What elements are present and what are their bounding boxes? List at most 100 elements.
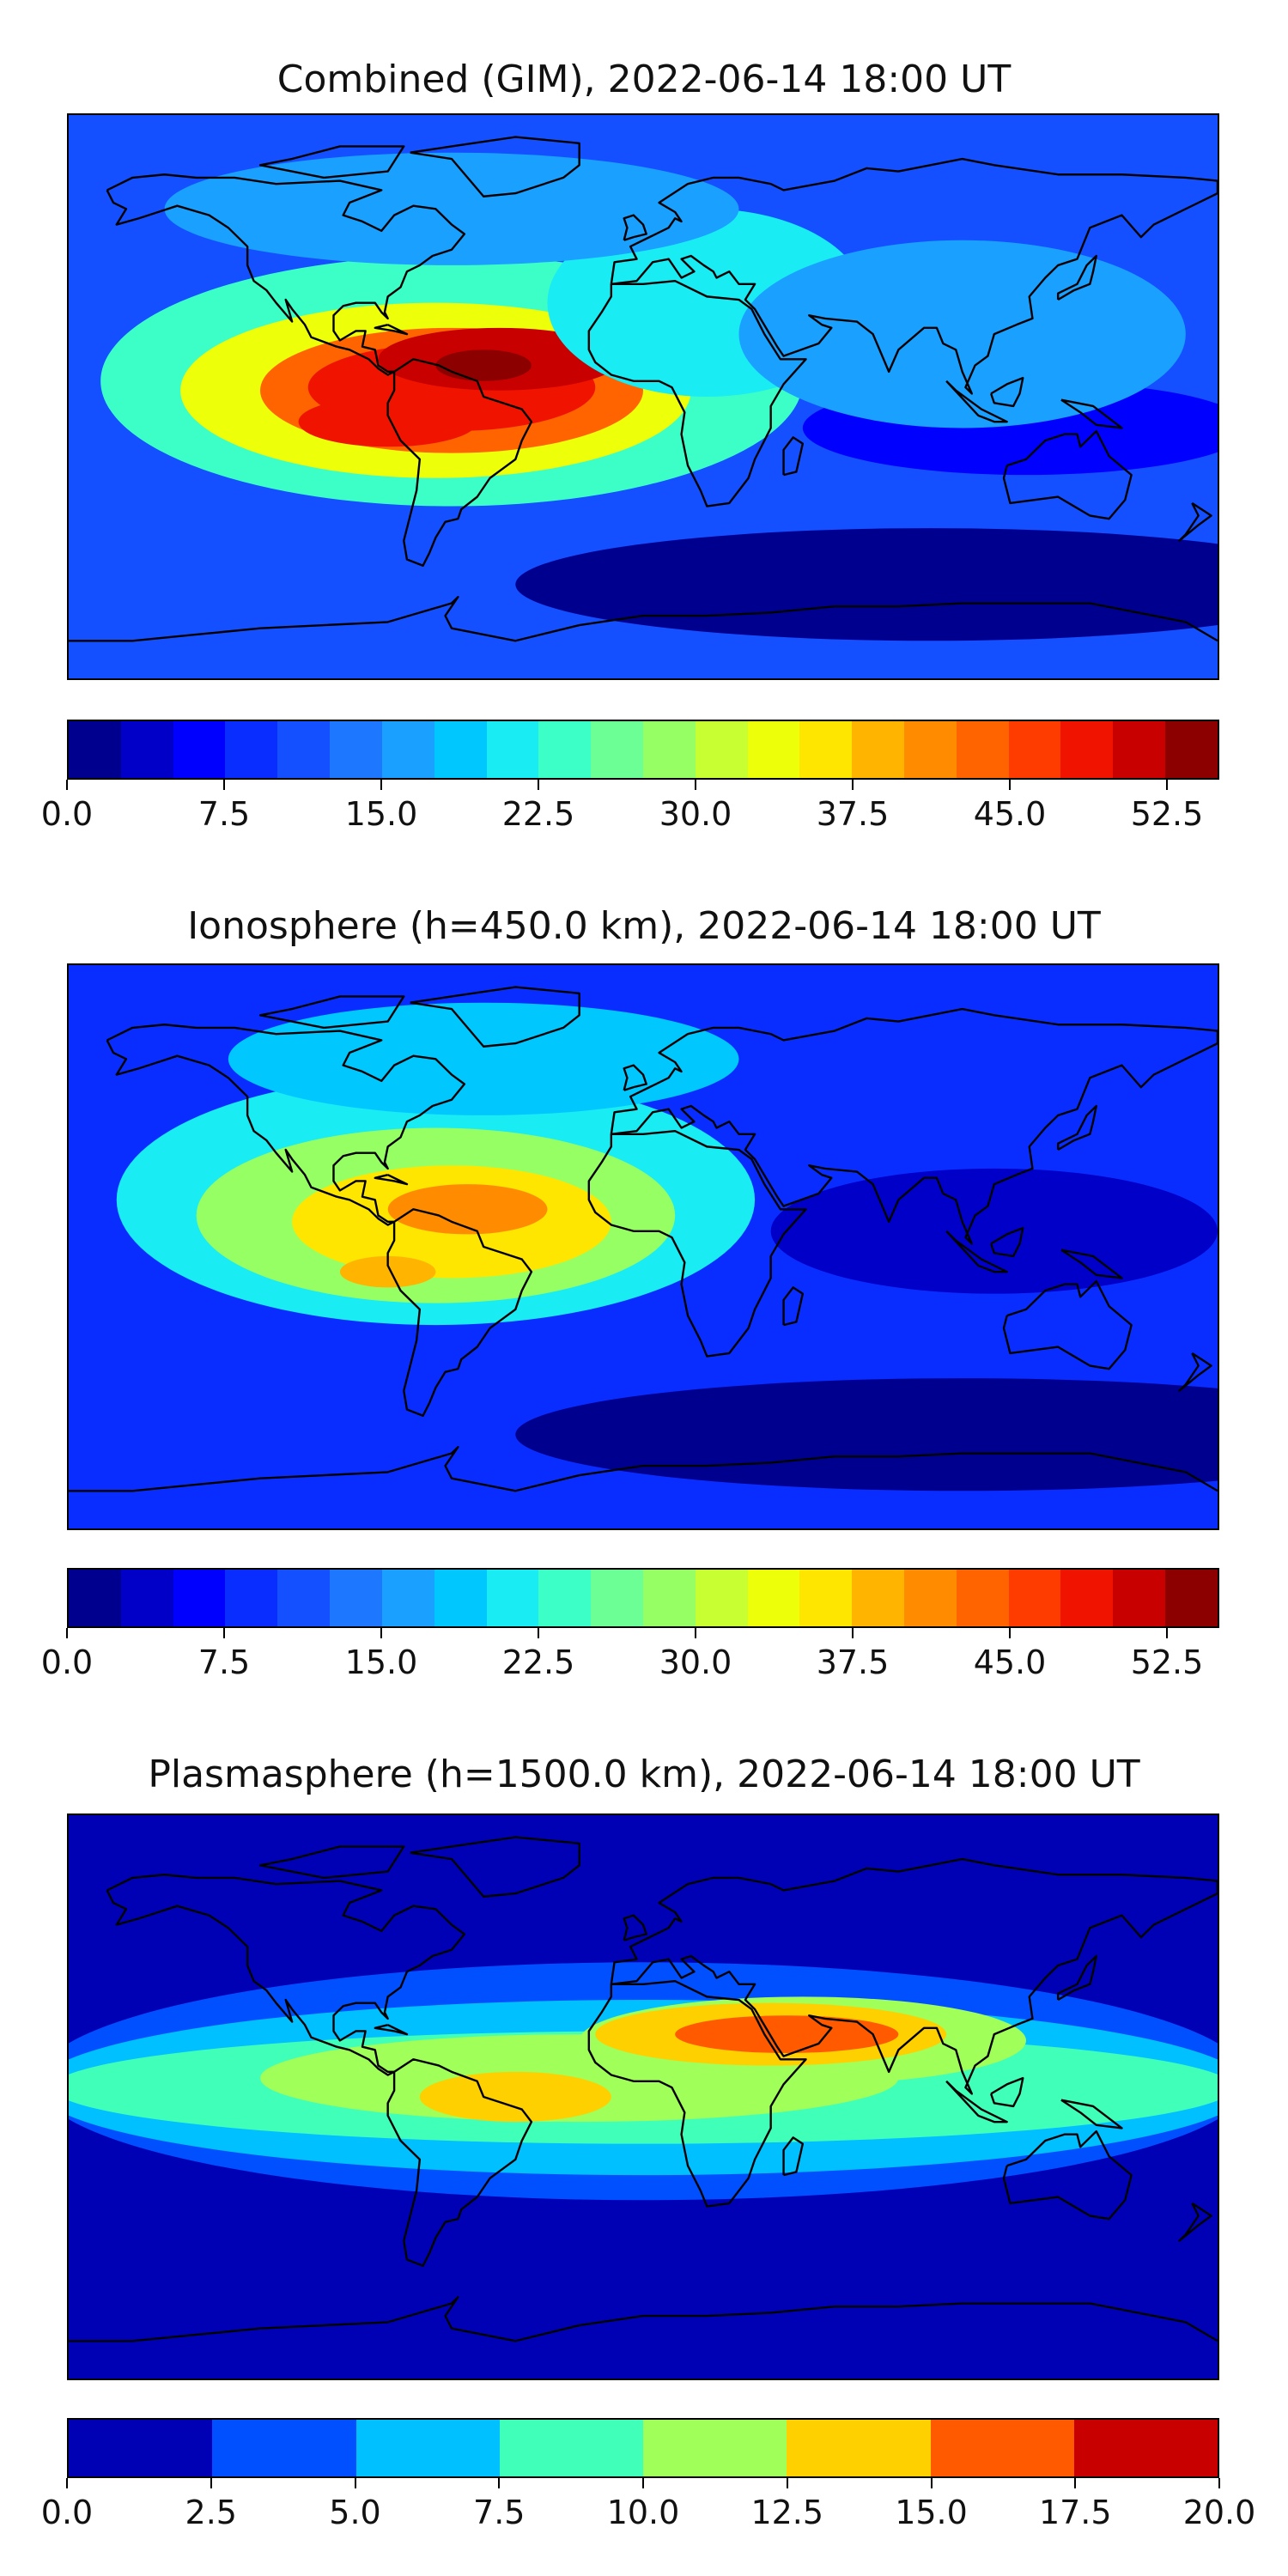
colorbar-segment [486, 721, 539, 778]
colorbar-tick-label: 22.5 [501, 795, 575, 833]
colorbar-segment [225, 721, 278, 778]
colorbar-tick [1009, 780, 1011, 790]
coastline [991, 2078, 1023, 2106]
colorbar-tick [1166, 780, 1168, 790]
colorbar-segment [904, 721, 957, 778]
colorbar-segment [173, 1570, 226, 1626]
coastline [991, 378, 1023, 406]
colorbar-tick-label: 20.0 [1182, 2494, 1256, 2531]
colorbar-segment [904, 1570, 957, 1626]
coastline [107, 1874, 465, 2075]
colorbar-segment [1113, 1570, 1166, 1626]
colorbar-tick-label: 45.0 [973, 795, 1047, 833]
colorbar-segment [1008, 721, 1061, 778]
coastline [375, 1175, 407, 1184]
colorbar-segment [747, 721, 800, 778]
colorbar-segment [538, 721, 592, 778]
colorbar-segment [69, 1570, 121, 1626]
coastline [375, 325, 407, 334]
coastline [784, 437, 803, 475]
colorbar-tick [223, 1628, 225, 1638]
colorbar-segment [120, 1570, 173, 1626]
colorbar-segment [1073, 2420, 1218, 2476]
colorbar-tick [695, 1628, 696, 1638]
coastline [611, 1009, 1218, 1243]
colorbar-segment [1008, 1570, 1061, 1626]
colorbar-segment [1060, 1570, 1114, 1626]
colorbar-segment [120, 721, 173, 778]
coastline [624, 216, 647, 240]
colorbar-tick [66, 2478, 68, 2488]
colorbar-tick [930, 2478, 933, 2488]
coastline [375, 2025, 407, 2034]
colorbar-tick [354, 2478, 356, 2488]
colorbar-segment [852, 721, 904, 778]
coastline [388, 2059, 532, 2266]
map-combined [67, 113, 1219, 680]
coastline [946, 2081, 1007, 2122]
coastline [946, 1231, 1007, 1272]
colorbar-segment [956, 1570, 1009, 1626]
coastline [1061, 1250, 1122, 1279]
colorbar-segment [330, 1570, 382, 1626]
colorbar-segment [747, 1570, 800, 1626]
colorbar-segment [277, 721, 331, 778]
colorbar-combined [67, 720, 1219, 780]
coastline [1179, 1353, 1211, 1391]
colorbar-tick-label: 52.5 [1130, 795, 1204, 833]
coastline [410, 987, 580, 1047]
coastline [260, 146, 404, 177]
map-ionosphere [67, 963, 1219, 1530]
colorbar-tick-label: 15.0 [344, 795, 418, 833]
colorbar-segment [381, 1570, 434, 1626]
coastline [1179, 2203, 1211, 2241]
colorbar-segment [381, 721, 434, 778]
coastline [611, 159, 1218, 393]
coastline [1061, 400, 1122, 428]
coastline [991, 1228, 1023, 1256]
colorbar-segment [852, 1570, 904, 1626]
colorbar-segment [956, 721, 1009, 778]
colorbar-tick [538, 1628, 539, 1638]
tec-contour-band [387, 1184, 548, 1235]
colorbar-tick-label: 15.0 [895, 2494, 968, 2531]
coastline [260, 1846, 404, 1877]
colorbar-tick-label: 45.0 [973, 1643, 1047, 1681]
colorbar-plasmasphere [67, 2418, 1219, 2478]
coastline [589, 1981, 806, 2206]
coastline [388, 1209, 532, 1416]
coastline [589, 1131, 806, 1356]
colorbar-tick [380, 1628, 382, 1638]
colorbar-tick-label: 7.5 [473, 2494, 526, 2531]
colorbar-segment [173, 721, 226, 778]
coastline [260, 996, 404, 1027]
colorbar-tick-label: 30.0 [659, 1643, 732, 1681]
colorbar-tick-label: 22.5 [501, 1643, 575, 1681]
tec-contour-band [298, 397, 477, 447]
colorbar-tick [852, 780, 854, 790]
colorbar-segment [1165, 1570, 1218, 1626]
colorbar-segment [695, 1570, 748, 1626]
colorbar-tick-label: 17.5 [1038, 2494, 1112, 2531]
coastline [1004, 2131, 1132, 2219]
coastline [69, 1447, 1218, 1491]
colorbar-segment [499, 2420, 643, 2476]
colorbar-segment [642, 721, 696, 778]
colorbar-segment [591, 1570, 643, 1626]
tec-contour-band [435, 349, 532, 381]
tec-contour-band [675, 2015, 899, 2053]
colorbar-tick [642, 2478, 644, 2488]
panel-title-ionosphere: Ionosphere (h=450.0 km), 2022-06-14 18:0… [187, 904, 1101, 948]
panel-title-combined: Combined (GIM), 2022-06-14 18:00 UT [276, 58, 1012, 101]
colorbar-tick-label: 12.5 [750, 2494, 824, 2531]
coastline [410, 137, 580, 197]
colorbar-tick [66, 780, 68, 790]
tec-map-svg [69, 115, 1218, 678]
coastline [589, 281, 806, 506]
colorbar-tick [498, 2478, 501, 2488]
tec-contour-band [770, 1168, 1218, 1294]
colorbar-tick [1166, 1628, 1168, 1638]
tec-contour-band [339, 1255, 436, 1288]
colorbar-segment [434, 721, 487, 778]
